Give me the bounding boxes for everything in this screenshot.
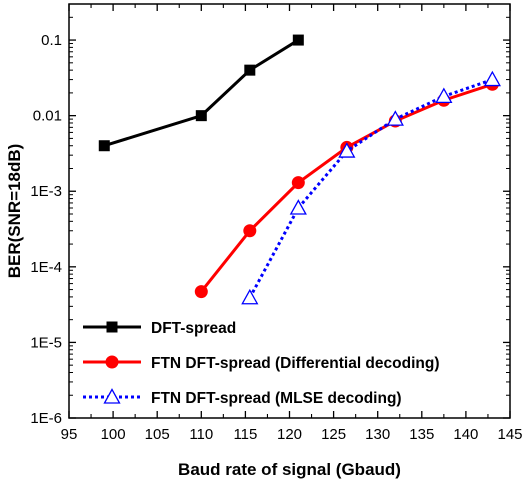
x-tick-label: 100 [101,426,126,443]
series-2-point [291,176,305,190]
series-3-point [483,70,501,87]
x-tick-label: 130 [365,426,390,443]
series-3-point [386,110,404,126]
y-tick-label: 1E-3 [30,183,62,200]
tick-labels: 95 100 105 110 115 120 125 130 135 140 145 1E-6 1E-5… [30,32,522,443]
y-axis-title: BER(SNR=18dB) [5,144,24,279]
y-tick-label: 0.1 [41,32,62,49]
x-tick-label: 120 [277,426,302,443]
series-layer [98,34,501,305]
y-tick-label: 1E-6 [30,410,62,427]
series-2-point [194,285,208,299]
x-tick-label: 125 [321,426,346,443]
series-1-point [292,34,304,46]
legend-marker-1 [106,321,118,333]
x-tick-label: 95 [61,426,78,443]
y-tick-label: 1E-5 [30,334,62,351]
legend-marker-3 [103,388,121,404]
y-tick-label: 1E-4 [30,259,62,276]
series-3-point [289,199,307,215]
x-tick-label: 145 [497,426,522,443]
legend: DFT-spread FTN DFT-spread (Differential d… [83,320,439,407]
legend-label-2: FTN DFT-spread (Differential decoding) [151,355,439,372]
legend-label-3: FTN DFT-spread (MLSE decoding) [151,390,402,407]
series-1-line [103,38,300,148]
x-tick-label: 135 [409,426,434,443]
series-3-point [241,288,259,305]
series-3-point [435,87,453,104]
series-2 [194,77,499,299]
series-3-line [248,78,493,299]
legend-label-1: DFT-spread [151,320,236,337]
x-tick-label: 110 [189,426,213,443]
y-tick-label: 0.01 [33,108,62,125]
series-1-point [195,110,207,122]
series-3-point [338,142,356,158]
series-2-line [200,82,493,293]
series-1-point [244,64,256,76]
series-1 [98,34,304,152]
x-tick-label: 115 [233,426,257,443]
x-axis-title: Baud rate of signal (Gbaud) [178,460,401,479]
series-2-point [243,224,257,238]
axis-ticks [68,4,511,419]
x-tick-label: 105 [145,426,170,443]
series-1-point [98,140,110,152]
x-tick-label: 140 [453,426,478,443]
series-3 [241,70,501,305]
legend-marker-2 [105,355,119,369]
